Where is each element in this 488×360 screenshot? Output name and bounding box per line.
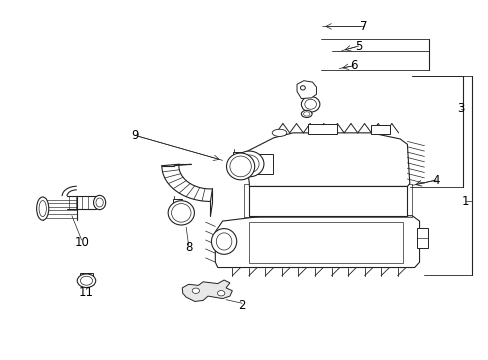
Ellipse shape [192,288,199,293]
Ellipse shape [304,99,316,109]
Ellipse shape [37,197,49,220]
Text: 1: 1 [461,195,468,208]
Ellipse shape [77,274,96,288]
Text: 11: 11 [79,286,94,299]
Bar [172,199,182,203]
Ellipse shape [229,156,251,177]
Bar [370,125,389,134]
Ellipse shape [239,155,259,173]
Ellipse shape [300,86,305,90]
Ellipse shape [171,203,191,222]
Bar [232,152,242,156]
Ellipse shape [216,233,231,250]
Ellipse shape [303,112,309,116]
Ellipse shape [96,198,103,207]
Bar [244,184,411,217]
Text: 3: 3 [456,102,464,115]
Text: 5: 5 [354,40,362,53]
Bar [307,123,336,134]
Ellipse shape [272,129,286,136]
Ellipse shape [211,229,236,254]
Text: 4: 4 [432,174,439,186]
Text: 7: 7 [359,20,366,33]
Ellipse shape [217,291,224,296]
Ellipse shape [80,276,92,285]
Text: 6: 6 [349,59,357,72]
Ellipse shape [301,111,311,117]
Ellipse shape [93,195,105,210]
Text: 10: 10 [74,236,89,249]
Ellipse shape [301,96,319,112]
Ellipse shape [168,201,194,225]
Ellipse shape [39,201,46,217]
Bar [80,273,87,276]
Bar [86,273,93,276]
Text: 8: 8 [184,241,192,255]
Bar [416,228,427,248]
Polygon shape [296,81,316,99]
Text: 9: 9 [131,129,139,142]
Ellipse shape [226,153,254,180]
Polygon shape [245,133,409,186]
Text: 2: 2 [238,299,245,312]
Bar [249,154,272,174]
Bar [249,186,407,216]
Bar [249,222,402,263]
Polygon shape [182,280,232,301]
Ellipse shape [234,151,264,177]
Polygon shape [215,216,419,267]
